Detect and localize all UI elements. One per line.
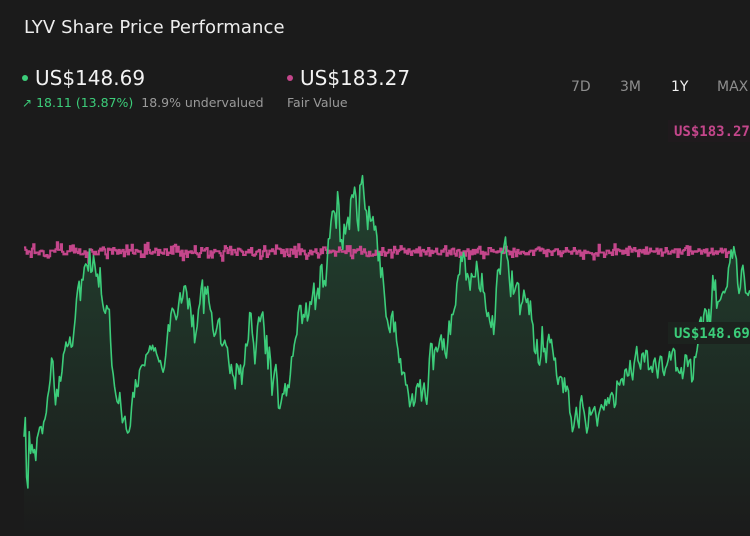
share-price-line: [23, 174, 750, 489]
share-price-tag-text: US$148.69: [674, 326, 750, 342]
range-3m[interactable]: 3M: [620, 79, 641, 95]
range-1y[interactable]: 1Y: [671, 79, 689, 95]
current-price-block: US$148.69 ↗ 18.11 (13.87%) 18.9% underva…: [22, 66, 264, 110]
price-change: 18.11 (13.87%): [36, 95, 134, 110]
fair-value-label: Fair Value: [287, 95, 348, 110]
fair-value-block: US$183.27 Fair Value: [287, 66, 410, 110]
valuation-label: 18.9% undervalued: [141, 95, 264, 110]
current-price: US$148.69: [35, 66, 146, 90]
range-max[interactable]: MAX: [717, 79, 749, 95]
current-price-dot: [22, 75, 28, 81]
share-price-tag-bg: [668, 322, 750, 344]
fair-value-price: US$183.27: [300, 66, 411, 90]
fair-value-tag-text: US$183.27: [674, 124, 750, 140]
share-price-tag: US$148.69: [668, 322, 750, 344]
fair-value-dot: [287, 75, 293, 81]
chart-title: LYV Share Price Performance: [24, 17, 285, 38]
range-7d[interactable]: 7D: [571, 79, 591, 95]
fair-value-tag: US$183.27: [668, 120, 750, 142]
price-area-fill: [24, 175, 750, 536]
arrow-up-right-icon: ↗: [22, 95, 33, 110]
fair-value-tag-bg: [668, 120, 750, 142]
